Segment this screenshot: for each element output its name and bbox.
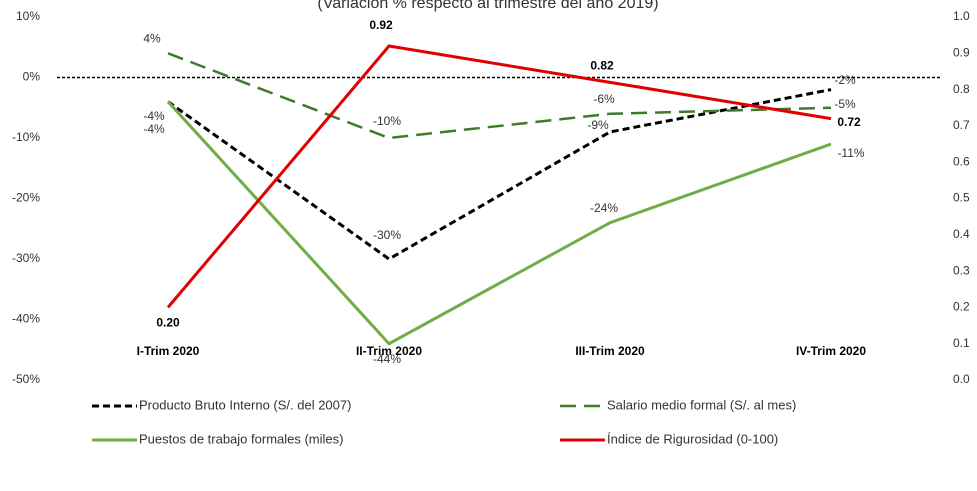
legend-label: Índice de Rigurosidad (0-100) bbox=[607, 431, 778, 446]
data-label: 4% bbox=[143, 31, 161, 45]
legend-label: Producto Bruto Interno (S/. del 2007) bbox=[139, 397, 351, 412]
y2-tick-label: 0.4 bbox=[953, 227, 970, 241]
x-tick-label: II-Trim 2020 bbox=[356, 344, 422, 358]
data-label: -6% bbox=[593, 92, 615, 106]
data-label: -44% bbox=[373, 352, 401, 366]
x-tick-label: III-Trim 2020 bbox=[575, 344, 645, 358]
y-tick-label: -30% bbox=[12, 251, 40, 265]
y2-tick-label: 1.0 bbox=[953, 9, 970, 23]
chart-title: (Variación % respecto al trimestre del a… bbox=[317, 0, 658, 12]
data-label: 0.92 bbox=[369, 18, 393, 32]
data-label: -4% bbox=[143, 109, 165, 123]
series-line bbox=[166, 44, 832, 309]
y2-tick-label: 0.0 bbox=[953, 372, 970, 386]
y2-tick-label: 0.1 bbox=[953, 336, 970, 350]
data-label: -30% bbox=[373, 228, 401, 242]
data-label: 0.20 bbox=[156, 316, 180, 330]
data-label: 0.72 bbox=[837, 115, 861, 129]
y2-tick-label: 0.3 bbox=[953, 263, 970, 277]
legend-label: Salario medio formal (S/. al mes) bbox=[607, 397, 796, 412]
series-line bbox=[167, 88, 832, 261]
series-line bbox=[166, 100, 832, 346]
y-tick-label: -20% bbox=[12, 191, 40, 205]
data-label: -5% bbox=[834, 97, 856, 111]
x-tick-label: I-Trim 2020 bbox=[137, 344, 200, 358]
data-label: -10% bbox=[373, 114, 401, 128]
y-tick-label: 0% bbox=[23, 70, 41, 84]
y2-tick-label: 0.8 bbox=[953, 82, 970, 96]
y2-tick-label: 0.2 bbox=[953, 300, 970, 314]
y-tick-label: -40% bbox=[12, 312, 40, 326]
y2-tick-label: 0.7 bbox=[953, 118, 970, 132]
y2-tick-label: 0.9 bbox=[953, 45, 970, 59]
data-label: -24% bbox=[590, 201, 618, 215]
legend-label: Puestos de trabajo formales (miles) bbox=[139, 431, 343, 446]
y2-tick-label: 0.5 bbox=[953, 191, 970, 205]
data-label: -9% bbox=[587, 118, 609, 132]
y-tick-label: 10% bbox=[16, 9, 40, 23]
data-label: 0.82 bbox=[590, 59, 614, 73]
y-tick-label: -10% bbox=[12, 130, 40, 144]
y-tick-label: -50% bbox=[12, 372, 40, 386]
data-label: -11% bbox=[837, 146, 864, 160]
x-tick-label: IV-Trim 2020 bbox=[796, 344, 866, 358]
data-label: -4% bbox=[143, 122, 165, 136]
data-label: -2% bbox=[834, 73, 856, 87]
y2-tick-label: 0.6 bbox=[953, 154, 970, 168]
series-line bbox=[167, 52, 832, 140]
